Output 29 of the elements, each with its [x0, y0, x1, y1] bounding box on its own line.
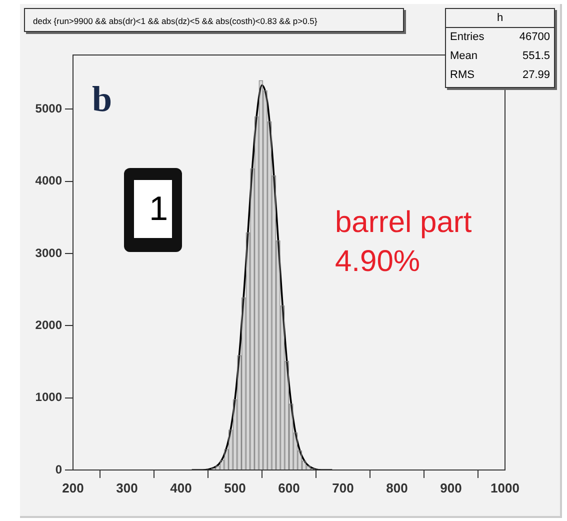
x-tick-label: 600 [278, 480, 300, 496]
annotation: barrel part [335, 206, 472, 240]
x-tick-label: 500 [224, 480, 246, 496]
y-tick-label: 0 [55, 462, 62, 476]
text: h [446, 9, 554, 28]
x-tick-label: 200 [62, 480, 84, 496]
text: Entries [450, 30, 484, 45]
y-tick-label: 3000 [35, 246, 62, 260]
text: 27.99 [522, 68, 550, 83]
annotation: Mean [450, 49, 478, 64]
annotation: RMS [450, 68, 474, 83]
x-tick-label: 800 [386, 480, 408, 496]
text: dedx {run>9900 && abs(dr)<1 && abs(dz)<5 && abs(costh)<0.83 && p>0.5} [24, 8, 404, 32]
y-tick-label: 2000 [35, 318, 62, 332]
x-tick-label: 400 [170, 480, 192, 496]
y-tick-label: 1000 [35, 390, 62, 404]
x-tick-label: 1000 [490, 480, 520, 496]
annotation: b [92, 78, 112, 120]
annotation: 1 [134, 180, 172, 238]
text: 551.5 [522, 49, 550, 64]
x-tick-label: 900 [440, 480, 462, 496]
y-tick-label: 5000 [35, 101, 62, 116]
x-tick-label: 300 [116, 480, 138, 496]
badge-frame: 1 [124, 168, 182, 252]
x-tick-label: 700 [332, 480, 354, 496]
text: 46700 [519, 30, 550, 45]
line-series [190, 84, 334, 470]
y-tick-label: 4000 [35, 174, 62, 188]
annotation: 4.90% [335, 245, 420, 279]
